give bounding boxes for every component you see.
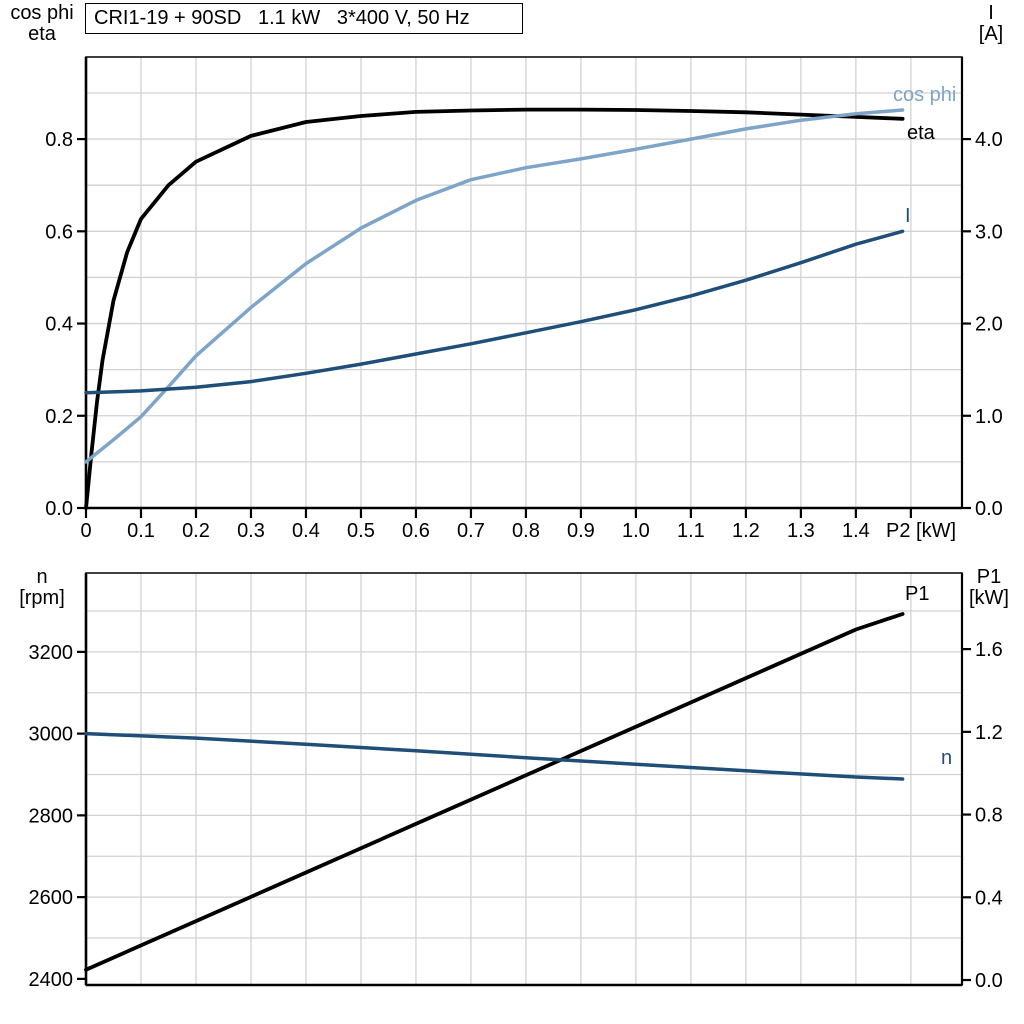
x-axis-tick-label: 0.5 bbox=[347, 520, 375, 542]
axis-title-line: [rpm] bbox=[19, 587, 65, 609]
y-axis-left-tick-label: 0.4 bbox=[45, 314, 73, 336]
x-axis-tick-label: 1.3 bbox=[787, 520, 815, 542]
curve-label-cos-phi: cos phi bbox=[893, 84, 956, 106]
x-axis-tick-label: 1.1 bbox=[677, 520, 705, 542]
y-axis-right-tick-label: 1.6 bbox=[975, 639, 1003, 661]
y-axis-right-tick-label: 4.0 bbox=[975, 129, 1003, 151]
y-axis-right-tick-label: 2.0 bbox=[975, 314, 1003, 336]
x-axis-tick-label: 1.0 bbox=[622, 520, 650, 542]
axis-title-line: eta bbox=[28, 23, 56, 45]
y-axis-left-tick-label: 0.8 bbox=[45, 129, 73, 151]
bottom-chart-left-axis-title: n [rpm] bbox=[0, 567, 84, 609]
plot-frame bbox=[85, 572, 963, 986]
axis-title-line: cos phi bbox=[10, 2, 74, 24]
x-axis-tick-label: 1.2 bbox=[732, 520, 760, 542]
y-axis-right-tick-label: 0.8 bbox=[975, 805, 1003, 827]
curve-label-n: n bbox=[941, 747, 952, 769]
x-axis-tick-label: 0.9 bbox=[567, 520, 595, 542]
x-axis-tick-label: 0.3 bbox=[237, 520, 265, 542]
curve-P1 bbox=[84, 612, 905, 972]
plot-frame bbox=[85, 56, 963, 509]
y-axis-left-tick-label: 2800 bbox=[29, 805, 74, 827]
y-axis-left-tick-label: 0.2 bbox=[45, 406, 73, 428]
x-axis-tick-label: 0.7 bbox=[457, 520, 485, 542]
x-axis-tick-label: 0.4 bbox=[292, 520, 320, 542]
x-axis-label: P2 [kW] bbox=[886, 520, 956, 542]
x-axis-tick-label: 0.6 bbox=[402, 520, 430, 542]
y-axis-left-tick-label: 0.0 bbox=[45, 498, 73, 520]
top-chart-left-axis-title: cos phi eta bbox=[0, 3, 84, 45]
x-axis-tick-label: 0.1 bbox=[127, 520, 155, 542]
x-axis-tick-label: 0.2 bbox=[182, 520, 210, 542]
bottom-chart-right-axis-title: P1 [kW] bbox=[956, 567, 1022, 609]
x-axis-tick-label: 1.4 bbox=[842, 520, 870, 542]
axis-title-line: [A] bbox=[978, 23, 1004, 45]
y-axis-right-tick-label: 0.4 bbox=[975, 887, 1003, 909]
y-axis-right-tick-label: 0.0 bbox=[975, 498, 1003, 520]
y-axis-right-tick-label: 1.2 bbox=[975, 722, 1003, 744]
curve-cos-phi bbox=[84, 108, 905, 464]
y-axis-left-tick-label: 3000 bbox=[29, 724, 74, 746]
y-axis-left-tick-label: 3200 bbox=[29, 642, 74, 664]
x-axis-tick-label: 0.8 bbox=[512, 520, 540, 542]
top-chart-right-axis-title: I [A] bbox=[960, 3, 1022, 45]
curve-label-P1: P1 bbox=[905, 583, 929, 605]
y-axis-left-tick-label: 2600 bbox=[29, 887, 74, 909]
curve-label-I: I bbox=[905, 205, 911, 227]
curve-eta bbox=[84, 107, 905, 510]
curve-label-eta: eta bbox=[907, 122, 936, 144]
y-axis-left-tick-label: 2400 bbox=[29, 969, 74, 991]
axis-title-line: I bbox=[988, 2, 994, 24]
y-axis-right-tick-label: 3.0 bbox=[975, 221, 1003, 243]
chart-title-box: CRI1-19 + 90SD 1.1 kW 3*400 V, 50 Hz bbox=[85, 3, 523, 34]
y-axis-left-tick-label: 0.6 bbox=[45, 221, 73, 243]
curve-I bbox=[84, 229, 905, 395]
axis-title-line: P1 bbox=[976, 566, 1002, 588]
curve-n bbox=[84, 731, 905, 781]
axis-title-line: n bbox=[36, 566, 48, 588]
x-axis-tick-label: 0 bbox=[80, 520, 91, 542]
y-axis-right-tick-label: 1.0 bbox=[975, 406, 1003, 428]
axis-title-line: [kW] bbox=[969, 587, 1009, 609]
y-axis-right-tick-label: 0.0 bbox=[975, 970, 1003, 992]
